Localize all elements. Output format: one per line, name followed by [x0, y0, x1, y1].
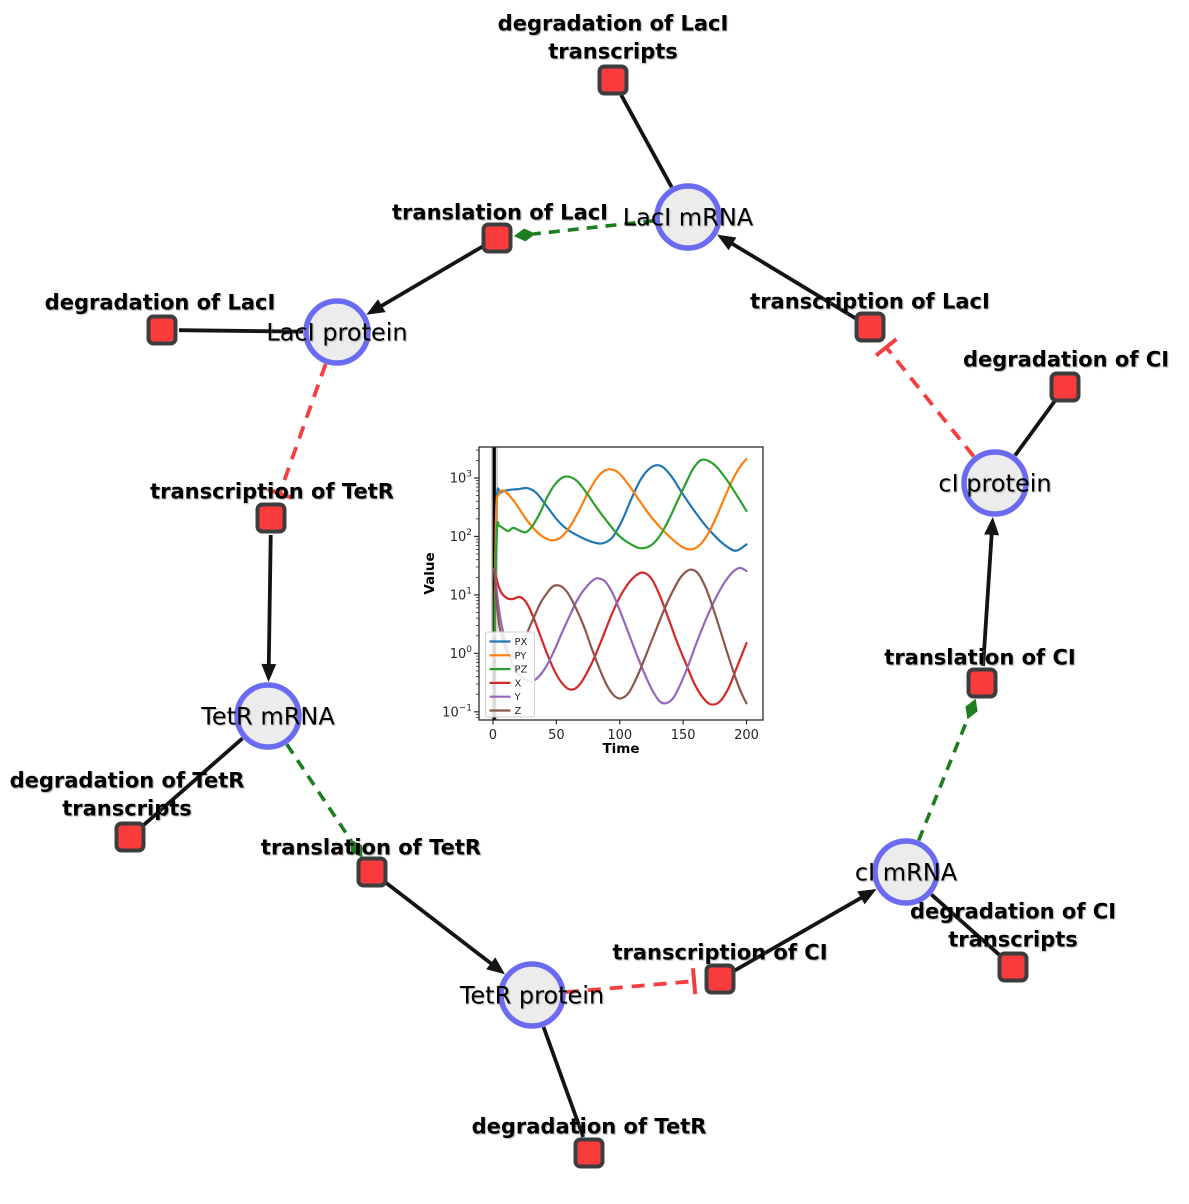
- reaction-label-translation-ci: translation of CI: [884, 646, 1075, 670]
- reaction-label-deg-tetr-transcripts: degradation of TetR transcripts: [10, 769, 245, 821]
- reaction-node-deg-laci[interactable]: [146, 314, 178, 346]
- edge-tetr-protein-transcription-ci: [565, 968, 698, 995]
- species-node-ci-mrna[interactable]: [872, 838, 940, 906]
- reaction-label-deg-ci-transcripts: degradation of CI transcripts: [910, 900, 1116, 952]
- reaction-label-deg-ci: degradation of CI: [963, 348, 1169, 372]
- diamond-arrowhead-icon: [513, 228, 536, 242]
- svg-text:10−1: 10−1: [442, 703, 472, 720]
- chart-frame: [478, 446, 764, 721]
- edge-ci-mrna-deg-ci-transcripts: [930, 893, 1002, 958]
- reaction-label-deg-tetr: degradation of TetR: [472, 1115, 707, 1139]
- edge-translation-ci-ci-protein: [981, 516, 1000, 667]
- legend-label-PZ: PZ: [515, 665, 528, 676]
- species-node-tetr-mrna[interactable]: [234, 682, 302, 750]
- diamond-arrowhead-icon: [965, 698, 978, 720]
- reaction-label-transcription-ci: transcription of CI: [612, 941, 827, 965]
- chart-yaxis-ticks: 103 102 101 100 10−1: [442, 449, 479, 720]
- reaction-label-deg-laci: degradation of LacI: [45, 291, 276, 315]
- species-label-ci-protein: cI protein: [938, 470, 1051, 498]
- species-label-laci-mrna: LacI mRNA: [623, 204, 754, 232]
- reaction-node-deg-tetr[interactable]: [573, 1137, 605, 1169]
- labels-layer: LacI mRNA LacI protein TetR mRNA TetR prote…: [10, 12, 1169, 1139]
- edge-tetr-mrna-translation-tetr: [285, 743, 363, 858]
- species-label-ci-mrna: cI mRNA: [855, 859, 958, 887]
- arrowhead-icon: [984, 516, 1000, 536]
- reaction-label-translation-tetr: translation of TetR: [261, 836, 481, 860]
- chart-series-X: [493, 567, 748, 706]
- legend-label-PY: PY: [515, 651, 528, 662]
- reaction-node-deg-tetr-transcripts[interactable]: [114, 821, 146, 853]
- svg-text:200: 200: [734, 728, 759, 743]
- svg-text:50: 50: [548, 728, 565, 743]
- reaction-label-deg-laci-transcripts: degradation of LacI transcripts: [498, 12, 729, 64]
- reaction-node-translation-laci[interactable]: [481, 222, 513, 254]
- edge-translation-laci-laci-protein: [366, 244, 484, 315]
- arrowhead-icon: [261, 663, 277, 682]
- inhibition-tbar-icon: [874, 337, 898, 357]
- edge-ci-mrna-translation-ci: [917, 698, 978, 842]
- nodes-layer: [114, 64, 1081, 1169]
- reaction-node-deg-ci-transcripts[interactable]: [997, 951, 1029, 983]
- edge-ci-protein-transcription-laci: [874, 337, 976, 458]
- species-node-laci-mrna[interactable]: [654, 183, 722, 251]
- reaction-node-transcription-tetr[interactable]: [255, 502, 287, 534]
- svg-text:103: 103: [450, 469, 472, 486]
- reaction-label-transcription-laci: transcription of LacI: [750, 290, 990, 314]
- svg-text:101: 101: [450, 586, 472, 603]
- inset-timecourse-chart: 0 50 100 150 20010310210110010−1TimeValuePXP…: [422, 446, 764, 757]
- legend-label-PX: PX: [515, 637, 528, 648]
- edge-transcription-ci-ci-mrna: [733, 889, 877, 973]
- chart-xaxis-ticks: 0 50 100 150 200: [489, 720, 759, 743]
- reaction-node-deg-laci-transcripts[interactable]: [597, 64, 629, 96]
- edge-transcription-laci-laci-mrna: [717, 234, 857, 320]
- species-node-ci-protein[interactable]: [961, 449, 1029, 517]
- edge-translation-tetr-tetr-protein: [384, 880, 505, 975]
- species-node-tetr-protein[interactable]: [498, 961, 566, 1029]
- svg-text:102: 102: [450, 528, 472, 545]
- chart-yaxis-label: Value: [422, 552, 438, 594]
- legend-label-X: X: [515, 678, 522, 689]
- chart-series-PZ: [493, 458, 748, 637]
- chart-series-PX: [493, 464, 748, 637]
- arrowhead-icon: [366, 299, 386, 315]
- svg-text:0: 0: [489, 728, 497, 743]
- reaction-node-transcription-laci[interactable]: [854, 311, 886, 343]
- edge-tetr-mrna-deg-tetr-transcripts: [141, 736, 244, 828]
- edge-tetr-protein-deg-tetr: [541, 1026, 586, 1138]
- edge-laci-protein-deg-laci: [178, 328, 304, 334]
- chart-legend: PX PY PZ XYZ: [485, 631, 535, 718]
- edge-laci-mrna-translation-laci: [513, 218, 655, 242]
- reaction-label-transcription-tetr: transcription of TetR: [150, 480, 394, 504]
- inhibition-tbar-icon: [266, 487, 293, 500]
- reaction-label-translation-laci: translation of LacI: [392, 201, 608, 225]
- svg-text:100: 100: [607, 728, 632, 743]
- species-label-tetr-mrna: TetR mRNA: [200, 703, 335, 731]
- svg-text:100: 100: [450, 645, 473, 662]
- inhibition-tbar-icon: [690, 968, 698, 995]
- reaction-node-translation-ci[interactable]: [966, 667, 998, 699]
- species-label-laci-protein: LacI protein: [266, 319, 407, 347]
- arrowhead-icon: [486, 957, 505, 975]
- reaction-node-deg-ci[interactable]: [1049, 371, 1081, 403]
- edge-laci-protein-transcription-tetr: [266, 363, 328, 500]
- chart-xaxis-label: Time: [602, 741, 639, 757]
- edge-laci-mrna-deg-laci-transcripts: [619, 93, 674, 189]
- arrowhead-icon: [857, 889, 877, 905]
- edge-ci-protein-deg-ci: [1013, 399, 1057, 457]
- reaction-node-translation-tetr[interactable]: [356, 856, 388, 888]
- legend-label-Z: Z: [515, 706, 522, 717]
- legend-label-Y: Y: [514, 692, 522, 703]
- reaction-node-transcription-ci[interactable]: [704, 963, 736, 995]
- species-node-laci-protein[interactable]: [303, 298, 371, 366]
- edges-layer: [141, 93, 1057, 1138]
- svg-text:150: 150: [671, 728, 696, 743]
- arrowhead-icon: [717, 234, 737, 251]
- species-label-tetr-protein: TetR protein: [459, 982, 604, 1010]
- diamond-arrowhead-icon: [350, 839, 363, 858]
- chart-series-PY: [493, 458, 748, 637]
- edge-transcription-tetr-tetr-mrna: [261, 534, 277, 682]
